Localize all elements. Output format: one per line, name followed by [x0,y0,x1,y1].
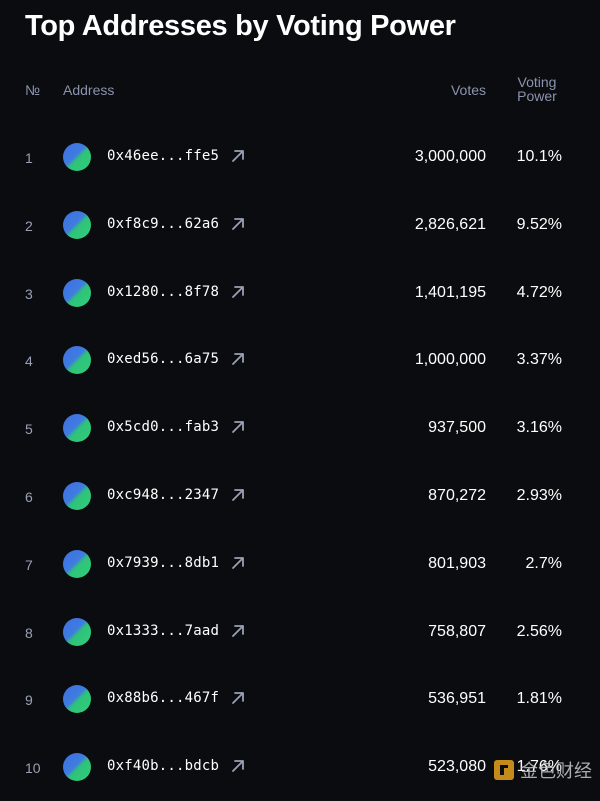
address-link[interactable]: 0xf40b...bdcb [107,758,220,775]
row-rank: 6 [25,488,33,505]
watermark: 金色财经 [494,757,592,783]
address-avatar-icon [63,685,91,714]
header-voting-power-line2: Power [517,88,557,104]
row-votes: 801,903 [428,554,486,572]
row-votes: 758,807 [428,622,486,640]
table-row[interactable]: 2 0xf8c9...62a6 2,826,621 9.52% [0,191,600,259]
row-voting-power: 3.16% [516,419,562,437]
external-link-arrow-icon[interactable] [229,689,247,707]
row-voting-power: 2.93% [516,486,562,504]
external-link-arrow-icon[interactable] [229,757,247,775]
row-voting-power: 2.56% [516,622,562,640]
page-title: Top Addresses by Voting Power [25,10,456,42]
row-rank: 10 [25,760,41,777]
row-votes: 536,951 [428,690,486,708]
row-votes: 870,272 [428,486,486,504]
table-row[interactable]: 1 0x46ee...ffe5 3,000,000 10.1% [0,123,600,191]
address-link[interactable]: 0x1333...7aad [107,622,220,639]
address-avatar-icon [63,481,91,510]
header-number: № [25,82,41,98]
address-link[interactable]: 0x5cd0...fab3 [107,419,220,436]
row-rank: 9 [25,692,33,709]
address-avatar-icon [63,210,91,239]
address-table: 1 0x46ee...ffe5 3,000,000 10.1% 2 0xf8c9… [0,123,600,801]
row-voting-power: 10.1% [516,148,562,165]
external-link-arrow-icon[interactable] [229,283,247,301]
row-voting-power: 9.52% [516,215,562,233]
watermark-logo-icon [494,760,514,780]
table-row[interactable]: 5 0x5cd0...fab3 937,500 3.16% [0,394,600,462]
table-row[interactable]: 10 0xf40b...bdcb 523,080 1.76% [0,733,600,801]
table-row[interactable]: 3 0x1280...8f78 1,401,195 4.72% [0,259,600,327]
row-rank: 8 [25,624,33,641]
address-link[interactable]: 0xc948...2347 [107,486,220,503]
address-link[interactable]: 0x88b6...467f [107,690,220,707]
external-link-arrow-icon[interactable] [229,215,247,233]
address-avatar-icon [63,753,91,782]
address-link[interactable]: 0xed56...6a75 [107,351,220,368]
row-rank: 4 [25,353,33,370]
header-votes[interactable]: Votes [450,82,486,98]
external-link-arrow-icon[interactable] [229,486,247,504]
address-link[interactable]: 0x1280...8f78 [107,283,220,300]
table-row[interactable]: 7 0x7939...8db1 801,903 2.7% [0,530,600,598]
table-row[interactable]: 4 0xed56...6a75 1,000,000 3.37% [0,326,600,394]
row-voting-power: 4.72% [516,283,562,301]
external-link-arrow-icon[interactable] [229,147,247,165]
table-header: № Address Votes Voting Power [0,75,600,106]
address-avatar-icon [63,278,91,307]
address-avatar-icon [63,346,91,375]
row-rank: 7 [25,556,33,573]
address-avatar-icon [63,143,91,171]
row-votes: 3,000,000 [414,148,486,165]
table-row[interactable]: 6 0xc948...2347 870,272 2.93% [0,462,600,530]
external-link-arrow-icon[interactable] [229,622,247,640]
row-voting-power: 1.81% [516,690,562,708]
row-rank: 1 [25,150,33,166]
row-votes: 1,000,000 [414,351,486,369]
address-link[interactable]: 0xf8c9...62a6 [107,215,220,232]
address-avatar-icon [63,414,91,443]
row-votes: 937,500 [428,419,486,437]
row-voting-power: 3.37% [516,351,562,369]
row-rank: 3 [25,285,33,302]
header-address: Address [63,82,115,98]
row-voting-power: 2.7% [525,554,562,572]
external-link-arrow-icon[interactable] [229,350,247,368]
table-row[interactable]: 9 0x88b6...467f 536,951 1.81% [0,665,600,733]
address-avatar-icon [63,549,91,578]
watermark-text: 金色财经 [520,761,592,781]
address-avatar-icon [63,617,91,646]
header-voting-power[interactable]: Voting Power [512,75,562,103]
address-link[interactable]: 0x46ee...ffe5 [107,148,220,164]
row-votes: 2,826,621 [414,215,486,233]
external-link-arrow-icon[interactable] [229,554,247,572]
row-votes: 523,080 [428,758,486,776]
row-rank: 2 [25,217,33,234]
row-voting-power: 1.76% [516,758,562,776]
address-link[interactable]: 0x7939...8db1 [107,554,220,571]
row-votes: 1,401,195 [414,283,486,301]
external-link-arrow-icon[interactable] [229,418,247,436]
row-rank: 5 [25,421,33,438]
table-row[interactable]: 8 0x1333...7aad 758,807 2.56% [0,598,600,666]
header-voting-power-line1: Voting [517,74,557,90]
